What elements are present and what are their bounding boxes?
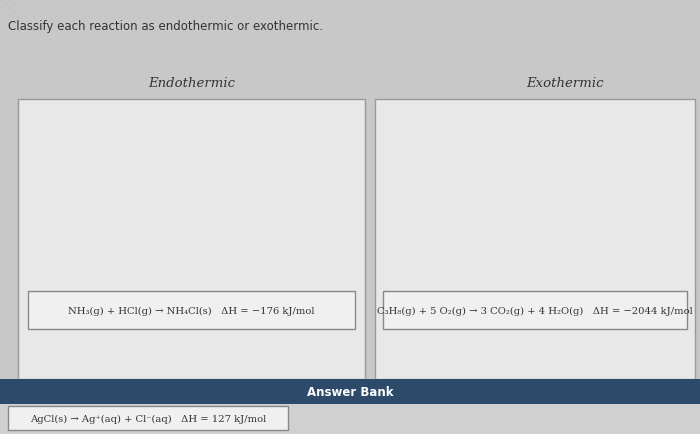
Text: C₃H₈(g) + 5 O₂(g) → 3 CO₂(g) + 4 H₂O(g)   ΔH = −2044 kJ/mol: C₃H₈(g) + 5 O₂(g) → 3 CO₂(g) + 4 H₂O(g) … (377, 306, 693, 315)
FancyBboxPatch shape (383, 291, 687, 329)
Text: Classify each reaction as endothermic or exothermic.: Classify each reaction as endothermic or… (8, 20, 323, 33)
FancyBboxPatch shape (18, 100, 365, 379)
FancyBboxPatch shape (8, 406, 288, 430)
FancyBboxPatch shape (28, 291, 355, 329)
Text: Exothermic: Exothermic (526, 77, 603, 90)
Text: NH₃(g) + HCl(g) → NH₄Cl(s)   ΔH = −176 kJ/mol: NH₃(g) + HCl(g) → NH₄Cl(s) ΔH = −176 kJ/… (69, 306, 315, 315)
FancyBboxPatch shape (0, 379, 700, 404)
Text: AgCl(s) → Ag⁺(aq) + Cl⁻(aq)   ΔH = 127 kJ/mol: AgCl(s) → Ag⁺(aq) + Cl⁻(aq) ΔH = 127 kJ/… (30, 414, 266, 423)
Text: Endothermic: Endothermic (148, 77, 235, 90)
FancyBboxPatch shape (0, 404, 700, 434)
Text: Answer Bank: Answer Bank (307, 385, 393, 398)
FancyBboxPatch shape (375, 100, 695, 379)
